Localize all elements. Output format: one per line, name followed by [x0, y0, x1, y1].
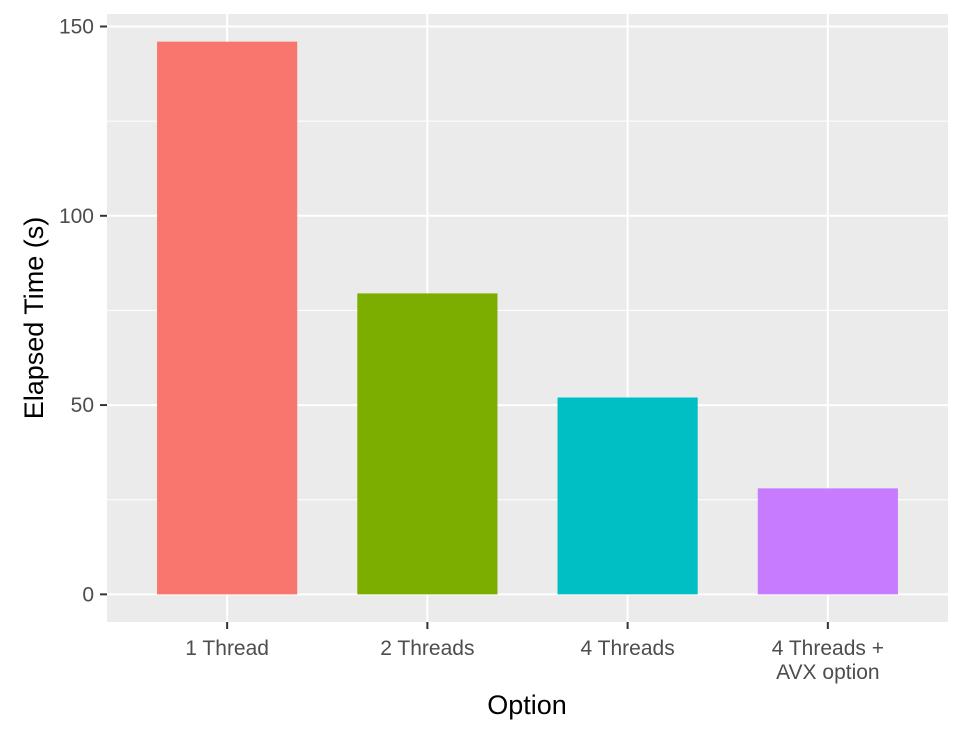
x-tick-label: 2 Threads: [380, 637, 474, 660]
bar: [757, 488, 898, 595]
x-tick-label: 4 Threads: [581, 637, 675, 660]
x-tick-label: 1 Thread: [185, 637, 269, 660]
x-axis: 1 Thread 2 Threads 4 Threads 4 Threads + AVX…: [185, 622, 884, 684]
y-axis-title: Elapsed Time (s): [19, 217, 49, 420]
bar: [557, 397, 698, 595]
y-tick-label: 150: [59, 15, 94, 38]
y-tick-label: 0: [82, 583, 94, 606]
bar: [157, 41, 298, 595]
x-axis-title: Option: [487, 690, 567, 720]
y-axis: 0 50 100 150: [59, 15, 107, 606]
x-tick-label: 4 Threads + AVX option: [772, 637, 884, 684]
bars: [157, 41, 898, 595]
y-tick-label: 50: [71, 394, 94, 417]
bar: [357, 293, 498, 595]
y-tick-label: 100: [59, 205, 94, 228]
